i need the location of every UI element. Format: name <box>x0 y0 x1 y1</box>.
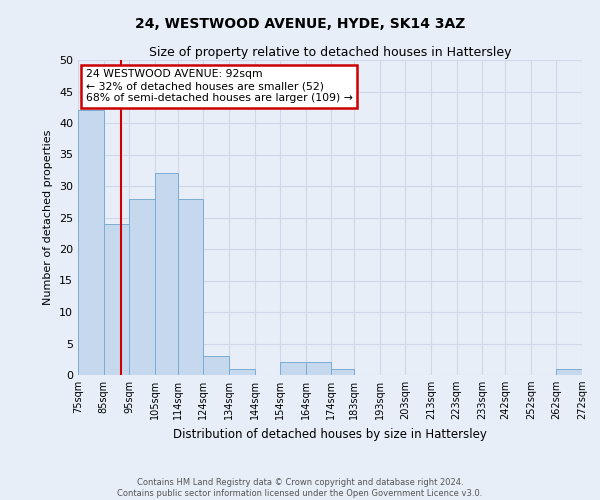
Bar <box>78 110 104 375</box>
Bar <box>305 362 331 375</box>
Bar <box>129 198 155 375</box>
Bar <box>556 368 582 375</box>
Bar <box>331 368 355 375</box>
Text: Contains HM Land Registry data © Crown copyright and database right 2024.
Contai: Contains HM Land Registry data © Crown c… <box>118 478 482 498</box>
Bar <box>229 368 254 375</box>
Bar <box>104 224 129 375</box>
X-axis label: Distribution of detached houses by size in Hattersley: Distribution of detached houses by size … <box>173 428 487 440</box>
Bar <box>155 174 178 375</box>
Y-axis label: Number of detached properties: Number of detached properties <box>43 130 53 305</box>
Title: Size of property relative to detached houses in Hattersley: Size of property relative to detached ho… <box>149 46 511 59</box>
Bar <box>203 356 229 375</box>
Bar <box>280 362 305 375</box>
Text: 24 WESTWOOD AVENUE: 92sqm
← 32% of detached houses are smaller (52)
68% of semi-: 24 WESTWOOD AVENUE: 92sqm ← 32% of detac… <box>86 70 352 102</box>
Text: 24, WESTWOOD AVENUE, HYDE, SK14 3AZ: 24, WESTWOOD AVENUE, HYDE, SK14 3AZ <box>135 18 465 32</box>
Bar <box>178 198 203 375</box>
